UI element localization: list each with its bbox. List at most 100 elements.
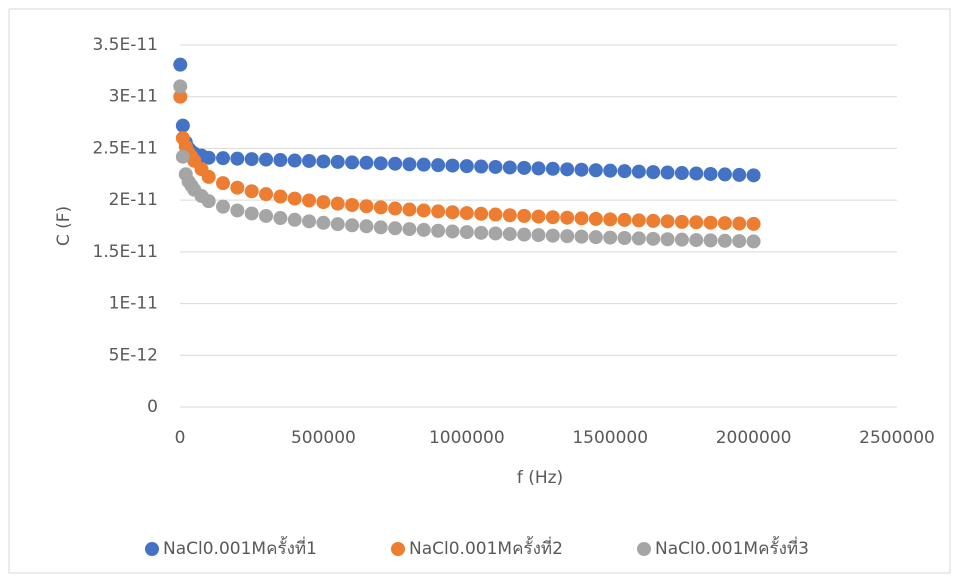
data-point [388,201,403,216]
x-axis-label: f (Hz) [517,468,563,488]
legend-marker [637,542,651,556]
y-axis-label: C (F) [54,206,74,246]
chart-frame [8,8,951,574]
data-point [474,159,489,174]
data-point [488,226,503,241]
data-point [445,158,460,173]
y-tick-label: 3E-11 [109,87,158,107]
data-point [302,193,317,208]
data-point [689,166,704,181]
data-point [517,160,532,175]
legend-label: NaCl0.001Mครั้งที่3 [655,536,809,559]
data-point [216,151,231,166]
x-tick-label: 1000000 [429,428,505,448]
data-point [488,159,503,174]
data-point [216,199,231,214]
data-point [646,231,661,246]
data-point [674,214,689,229]
data-point [230,151,245,166]
data-point [560,210,575,225]
data-point [373,200,388,215]
data-point [560,229,575,244]
data-point [617,164,632,179]
data-point [746,216,761,231]
data-point [201,194,216,209]
data-point [502,226,517,241]
data-point [603,163,618,178]
data-point [474,206,489,221]
data-point [560,162,575,177]
data-point [273,153,288,168]
data-point [302,214,317,229]
data-point [259,208,274,223]
data-point [359,199,374,214]
data-point [201,169,216,184]
data-point [330,196,345,211]
legend-label: NaCl0.001Mครั้งที่2 [409,536,563,559]
data-point [689,233,704,248]
data-point [674,166,689,181]
data-point [402,202,417,217]
x-tick-label: 500000 [291,428,356,448]
data-point [316,154,331,169]
data-point [459,206,474,221]
data-point [703,166,718,181]
data-point [416,157,431,172]
data-point [445,224,460,239]
data-point [646,213,661,228]
data-point [689,215,704,230]
data-point [660,232,675,247]
data-point [445,205,460,220]
data-point [674,232,689,247]
data-point [431,223,446,238]
data-point [517,208,532,223]
data-point [617,230,632,245]
data-point [244,206,259,221]
data-point [660,165,675,180]
data-point [316,195,331,210]
data-point [230,203,245,218]
data-point [646,165,661,180]
data-point [431,158,446,173]
x-tick-label: 1500000 [572,428,648,448]
data-point [373,220,388,235]
data-point [416,222,431,237]
data-point [488,207,503,222]
data-point [603,230,618,245]
data-point [459,225,474,240]
data-point [617,212,632,227]
data-point [416,203,431,218]
data-point [574,162,589,177]
data-point [746,234,761,249]
x-tick-label: 0 [175,428,186,448]
data-point [345,198,360,213]
data-point [244,184,259,199]
data-point [330,217,345,232]
data-point [175,118,190,133]
legend-label: NaCl0.001Mครั้งที่1 [163,536,317,559]
data-point [517,227,532,242]
data-point [531,209,546,224]
data-point [545,210,560,225]
data-point [474,225,489,240]
data-point [244,152,259,167]
data-point [502,208,517,223]
data-point [345,218,360,233]
data-point [359,219,374,234]
data-point [273,189,288,204]
data-point [402,222,417,237]
data-point [746,168,761,183]
x-tick-label: 2500000 [859,428,935,448]
data-point [259,187,274,202]
data-point [660,214,675,229]
data-point [359,155,374,170]
y-tick-label: 2E-11 [109,190,158,210]
data-point [631,213,646,228]
data-point [631,164,646,179]
data-point [388,221,403,236]
data-point [287,212,302,227]
data-point [574,211,589,226]
data-point [545,228,560,243]
